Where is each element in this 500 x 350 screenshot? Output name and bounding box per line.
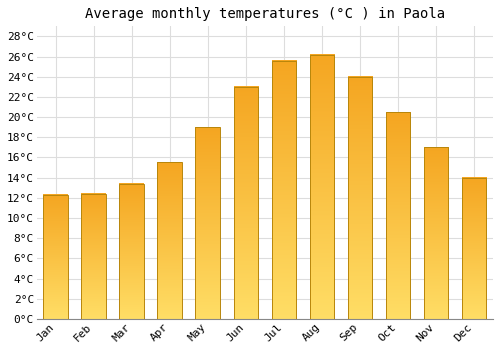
Bar — [120, 184, 144, 319]
Bar — [234, 87, 258, 319]
Bar — [310, 55, 334, 319]
Bar — [196, 127, 220, 319]
Bar — [348, 77, 372, 319]
Bar — [82, 194, 106, 319]
Bar — [158, 162, 182, 319]
Bar — [462, 178, 486, 319]
Title: Average monthly temperatures (°C ) in Paola: Average monthly temperatures (°C ) in Pa… — [85, 7, 445, 21]
Bar — [44, 195, 68, 319]
Bar — [272, 61, 296, 319]
Bar — [386, 112, 410, 319]
Bar — [424, 147, 448, 319]
